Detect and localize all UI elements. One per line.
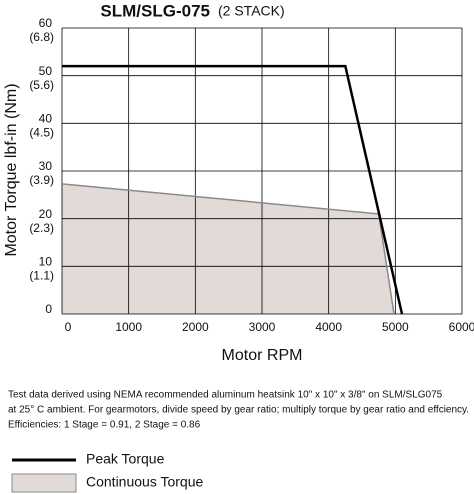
y-tick-label: 0 — [45, 302, 52, 316]
x-tick-label: 2000 — [182, 320, 209, 334]
x-tick-label: 4000 — [315, 320, 342, 334]
legend-swatch — [11, 473, 77, 493]
y-tick-nm-label: (1.1) — [29, 269, 54, 283]
x-tick-label: 5000 — [382, 320, 409, 334]
x-axis-label: Motor RPM — [222, 347, 303, 364]
y-axis-label: Motor Torque lbf-in (Nm) — [3, 83, 20, 256]
y-tick-label: 30 — [39, 159, 53, 173]
y-tick-label: 60 — [39, 16, 53, 30]
note-line: Test data derived using NEMA recommended… — [8, 390, 443, 401]
x-tick-label: 0 — [65, 320, 72, 334]
y-tick-nm-label: (6.8) — [29, 30, 54, 44]
y-tick-nm-label: (4.5) — [29, 126, 54, 140]
y-tick-label: 50 — [39, 64, 53, 78]
chart-title: SLM/SLG-075 — [100, 1, 210, 20]
x-tick-label: 3000 — [249, 320, 276, 334]
x-tick-label: 6000 — [449, 320, 474, 334]
legend-label: Peak Torque — [86, 451, 165, 467]
y-tick-label: 10 — [39, 255, 53, 269]
y-tick-label: 20 — [39, 207, 53, 221]
line — [62, 64, 404, 315]
x-tick-label: 1000 — [115, 320, 142, 334]
y-tick-nm-label: (5.6) — [29, 78, 54, 92]
legend-label: Continuous Torque — [86, 474, 203, 490]
area — [62, 183, 394, 314]
chart-subtitle: (2 STACK) — [218, 3, 285, 19]
y-tick-label: 40 — [39, 112, 53, 126]
note-line: at 25° C ambient. For gearmotors, divide… — [8, 405, 469, 416]
note-line: Efficiencies: 1 Stage = 0.91, 2 Stage = … — [8, 420, 201, 431]
y-tick-nm-label: (2.3) — [29, 221, 54, 235]
y-tick-nm-label: (3.9) — [29, 173, 54, 187]
